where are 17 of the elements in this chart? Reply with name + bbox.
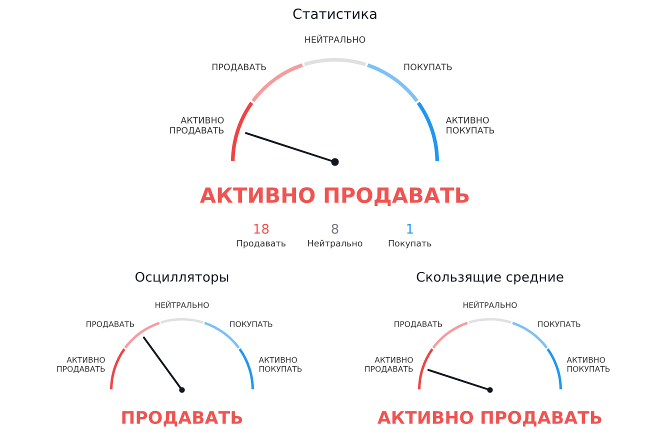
slice-label: НЕЙТРАЛЬНО [305, 34, 366, 43]
text: 18 [254, 224, 269, 234]
text: АКТИВНО ПРОДАВАТЬ [377, 410, 602, 427]
chart-title: Осцилляторы [135, 272, 228, 284]
chart-title: Статистика [293, 8, 376, 20]
chart-title: Скользящие средние [416, 272, 564, 284]
slice-label: ПРОДАВАТЬ [212, 64, 266, 72]
text: ПРОДАВАТЬ [122, 410, 242, 427]
text: 8 [332, 224, 338, 234]
text: АКТИВНО ПРОДАВАТЬ [200, 187, 469, 206]
slice-label: АКТИВНО ПРОДАВАТЬ [170, 116, 224, 135]
text: Покупать [388, 240, 432, 248]
text: Нейтрально [308, 240, 362, 248]
slice-label: ПОКУПАТЬ [404, 64, 452, 70]
text: Продавать [237, 240, 286, 248]
text: 1 [407, 224, 413, 234]
slice-label: АКТИВНО ПОКУПАТЬ [446, 116, 494, 134]
